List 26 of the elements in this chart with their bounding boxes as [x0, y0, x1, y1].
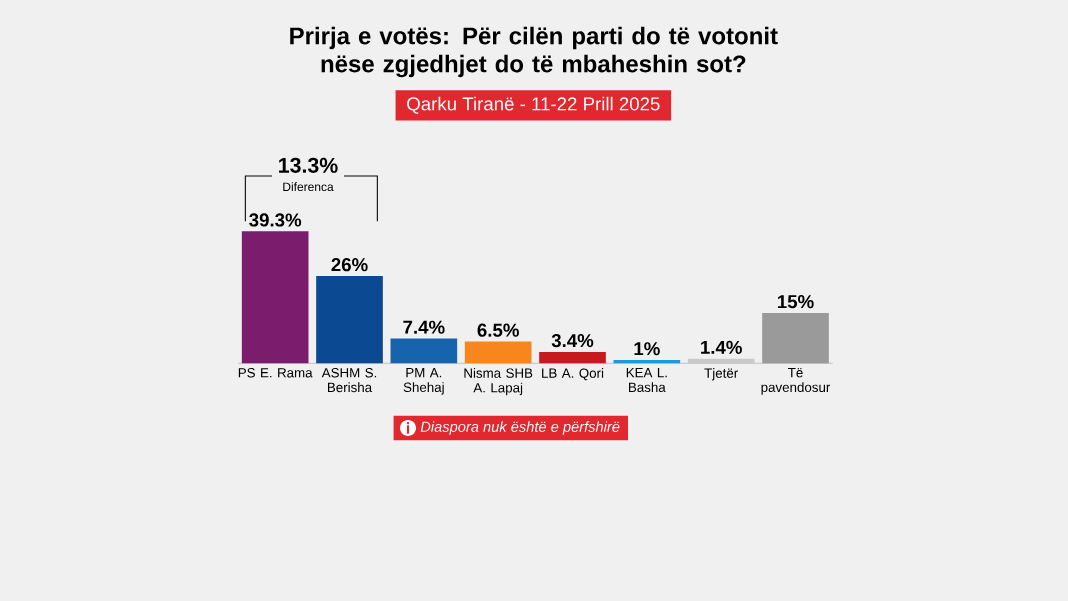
bar — [316, 275, 383, 364]
x-tick-label: ASHM S. Berisha — [321, 367, 377, 392]
bar — [464, 341, 532, 364]
text: 13.3% — [279, 157, 338, 173]
bar — [241, 231, 309, 364]
text: Diaspora nuk është e përfshirë — [420, 421, 620, 435]
data-label: 1% — [634, 341, 660, 356]
chart-subtitle: Qarku Tiranë - 11-22 Prill 2025 — [407, 96, 660, 114]
x-tick-label: PS E. Rama — [238, 367, 313, 378]
x-tick-label: Tjetër — [704, 367, 738, 381]
text: Diferenca — [283, 182, 334, 191]
data-label: 26% — [331, 257, 368, 272]
data-label: 1.4% — [701, 340, 742, 354]
data-label: 7.4% — [403, 320, 445, 334]
x-tick-label: KEA L. Basha — [626, 367, 667, 392]
x-tick-label: Të pavendosur — [761, 367, 831, 395]
bar — [539, 351, 606, 364]
data-label: 15% — [777, 294, 814, 309]
x-tick-label: Nisma SHB A. Lapaj — [464, 367, 533, 395]
x-tick-label: LB A. Qori — [542, 367, 604, 381]
chart-title: Prirja e votës: Për cilën parti do të votonit nëse zgjedhjet do të mbaheshin sot? — [290, 26, 778, 78]
bar — [390, 338, 458, 364]
x-tick-label: PM A. Shehaj — [403, 367, 444, 395]
data-label: 39.3% — [249, 213, 302, 227]
data-label: 3.4% — [551, 333, 594, 348]
data-label: 6.5% — [477, 323, 519, 337]
